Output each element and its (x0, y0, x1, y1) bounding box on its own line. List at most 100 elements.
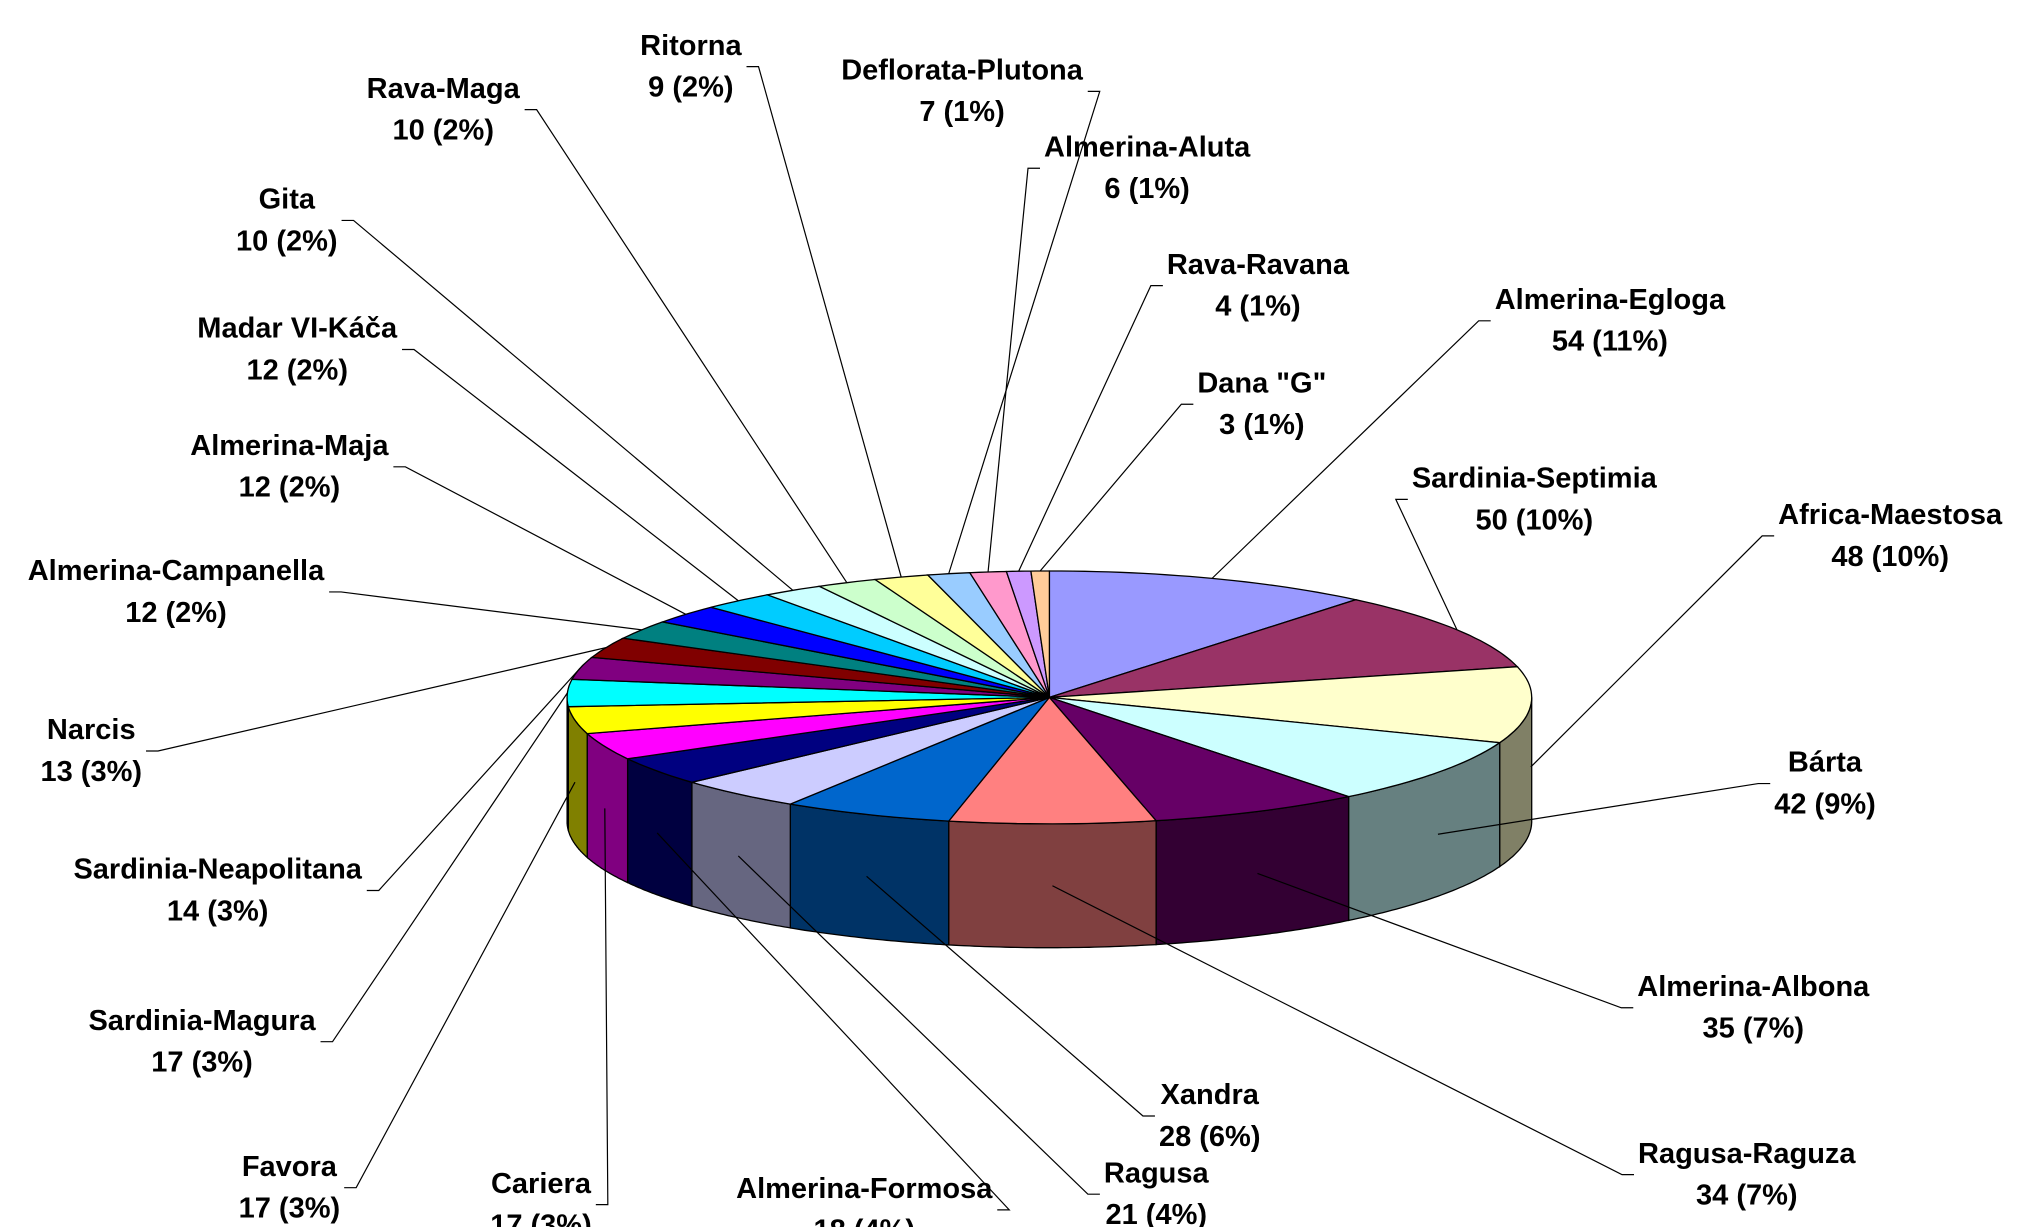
value-label: 7 (1%) (919, 96, 1004, 128)
data-label: Dana "G" 3 (1%) (1197, 367, 1326, 441)
leader-line (341, 219, 794, 591)
pie-slice (689, 696, 1050, 805)
data-label: Sardinia-Neapolitana 14 (3%) (73, 854, 362, 928)
leader-line (1394, 498, 1458, 631)
data-label: Almerina-Maja 12 (2%) (190, 430, 389, 504)
category-label: Ragusa-Raguza (1638, 1138, 1856, 1170)
value-label: 28 (6%) (1159, 1121, 1261, 1153)
value-label: 48 (10%) (1831, 541, 1949, 573)
leader-line (987, 167, 1041, 573)
value-label: 4 (1%) (1215, 290, 1300, 322)
category-label: Almerina-Campanella (28, 555, 325, 587)
category-label: Favora (242, 1151, 338, 1183)
pie-slice (1048, 570, 1359, 699)
leader-line (524, 109, 848, 583)
leader-line (1052, 885, 1635, 1176)
value-label: 35 (7%) (1703, 1013, 1805, 1045)
value-label: 10 (2%) (236, 225, 338, 257)
pie-slice (567, 696, 1050, 735)
data-label: Sardinia-Septimia 50 (10%) (1412, 463, 1658, 537)
pie-slice (947, 696, 1158, 825)
pie-slice-side (566, 697, 569, 831)
value-label: 3 (1%) (1219, 409, 1304, 441)
leader-line (866, 875, 1155, 1117)
leader-lines (146, 66, 1775, 1211)
data-label: Almerina-Aluta 6 (1%) (1044, 131, 1251, 205)
data-label: Ragusa 21 (4%) (1104, 1157, 1210, 1227)
category-label: Ragusa (1104, 1157, 1210, 1189)
category-label: Almerina-Egloga (1495, 284, 1726, 316)
data-label: Almerina-Formosa 18 (4%) (736, 1173, 993, 1227)
data-label: Cariera 17 (3%) (490, 1168, 592, 1227)
category-label: Cariera (491, 1168, 592, 1200)
pie-slice (620, 621, 1050, 699)
category-label: Rava-Ravana (1167, 249, 1350, 281)
category-label: Madar VI-Káča (197, 313, 398, 345)
data-label: Gita 10 (2%) (236, 184, 338, 258)
category-label: Sardinia-Magura (88, 1005, 316, 1037)
category-label: Sardinia-Septimia (1412, 463, 1658, 495)
data-label: Bárta 42 (9%) (1774, 747, 1876, 821)
category-label: Ritorna (640, 30, 742, 62)
data-label: Ritorna 9 (2%) (640, 30, 742, 104)
value-label: 54 (11%) (1552, 326, 1668, 358)
pie-slice (590, 637, 1050, 699)
category-label: Gita (259, 184, 316, 216)
leader-line (948, 90, 1101, 574)
category-label: Sardinia-Neapolitana (73, 854, 362, 886)
category-label: Almerina-Formosa (736, 1173, 993, 1205)
category-label: Africa-Maestosa (1778, 499, 2003, 531)
value-label: 17 (3%) (490, 1209, 592, 1227)
leader-line (393, 466, 687, 615)
value-label: 12 (2%) (239, 472, 341, 504)
leader-line (320, 692, 568, 1043)
leader-line (1039, 403, 1194, 572)
data-label: Sardinia-Magura 17 (3%) (88, 1005, 316, 1079)
category-label: Narcis (47, 714, 136, 746)
pie-slice (625, 696, 1050, 783)
data-label: Africa-Maestosa 48 (10%) (1778, 499, 2003, 573)
pie-slice (787, 696, 1050, 822)
leader-line (329, 591, 642, 631)
leader-line (746, 66, 902, 578)
data-label: Almerina-Albona 35 (7%) (1637, 971, 1870, 1045)
category-label: Deflorata-Plutona (841, 55, 1084, 87)
leader-line (344, 781, 576, 1189)
category-label: Almerina-Maja (190, 430, 389, 462)
pie-slice-side (626, 757, 693, 907)
category-label: Xandra (1161, 1079, 1260, 1111)
leader-line (1018, 285, 1163, 572)
value-label: 21 (4%) (1105, 1199, 1207, 1227)
value-label: 14 (3%) (167, 895, 269, 927)
leader-line (366, 667, 581, 892)
leader-line (1437, 782, 1771, 835)
pie-slice-side (948, 820, 1157, 949)
data-label: Deflorata-Plutona 7 (1%) (841, 55, 1084, 129)
pie-slice (710, 594, 1050, 699)
value-label: 50 (10%) (1475, 504, 1593, 536)
value-label: 12 (2%) (125, 597, 227, 629)
leader-line (1530, 535, 1775, 768)
category-label: Rava-Maga (367, 73, 521, 105)
pie-slice-side (789, 803, 950, 946)
leader-line (402, 348, 739, 602)
data-label: Ragusa-Raguza 34 (7%) (1638, 1138, 1856, 1212)
data-label: Narcis 13 (3%) (40, 714, 142, 788)
value-label: 10 (2%) (392, 114, 494, 146)
data-label: Favora 17 (3%) (239, 1151, 341, 1225)
pie-slice (1047, 696, 1352, 822)
data-label: Almerina-Egloga 54 (11%) (1495, 284, 1726, 358)
leader-line (146, 647, 607, 752)
value-label: 13 (3%) (40, 756, 142, 788)
value-label: 18 (4%) (813, 1215, 915, 1227)
value-label: 6 (1%) (1104, 173, 1189, 205)
category-label: Bárta (1788, 747, 1863, 779)
value-label: 12 (2%) (246, 354, 348, 386)
pie-slice (660, 606, 1050, 699)
data-label: Almerina-Campanella 12 (2%) (28, 555, 325, 629)
leader-line (1211, 320, 1491, 579)
category-label: Almerina-Aluta (1044, 131, 1251, 163)
category-label: Dana "G" (1197, 367, 1326, 399)
value-label: 17 (3%) (151, 1047, 253, 1079)
